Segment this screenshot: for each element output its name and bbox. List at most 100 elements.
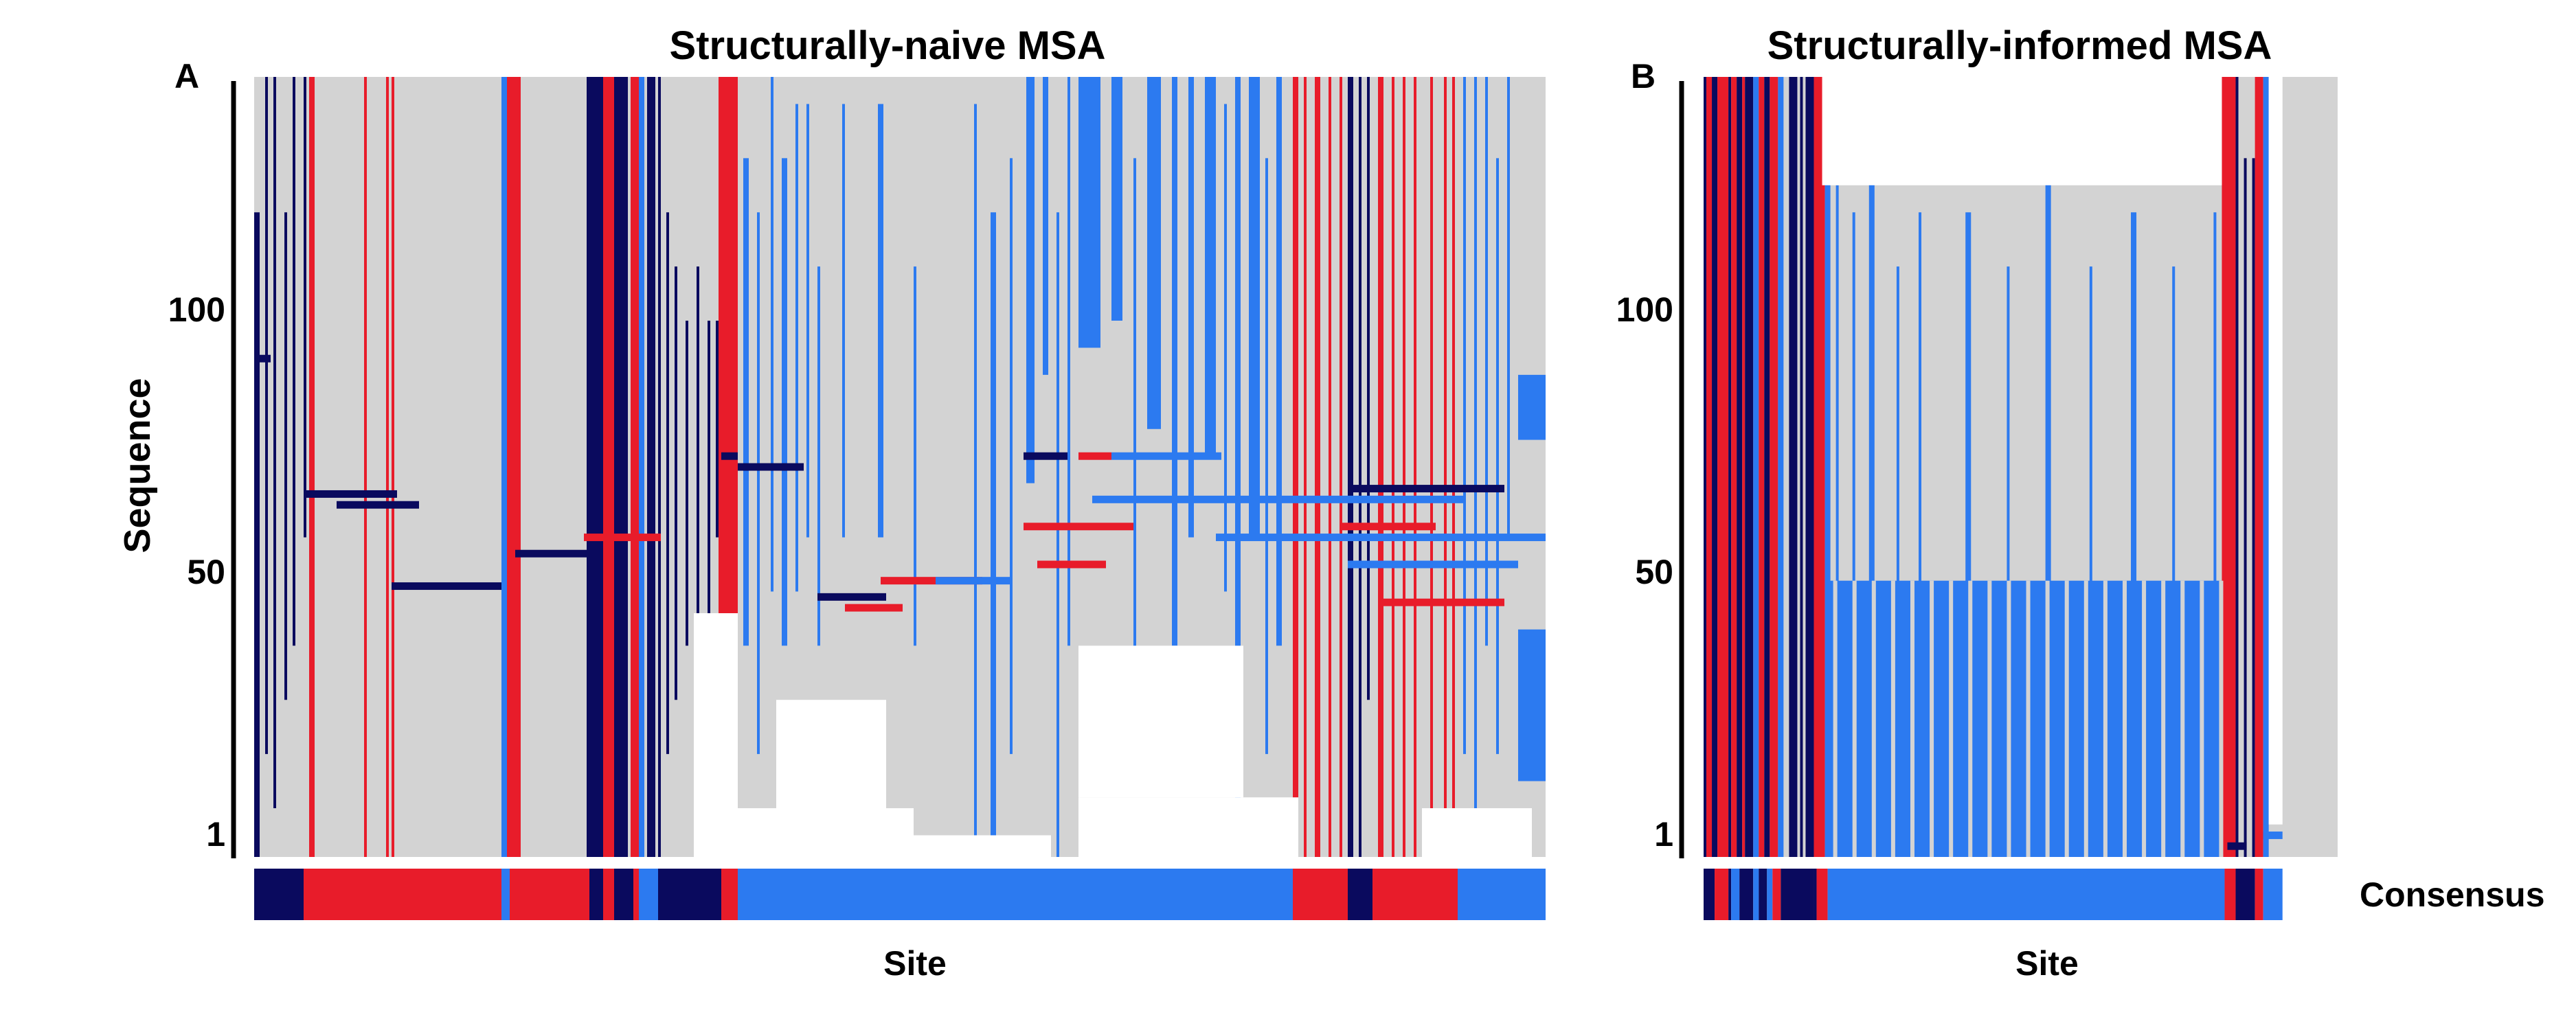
heatmap-column-run xyxy=(1717,77,1729,857)
consensus-segment xyxy=(1348,869,1372,920)
heatmap-column-run xyxy=(2252,158,2255,857)
heatmap-column-run xyxy=(782,158,787,646)
heatmap-column-run xyxy=(2222,77,2236,857)
heatmap-block-stripe xyxy=(1890,580,1895,857)
heatmap-column-run xyxy=(1111,77,1122,321)
consensus-segment xyxy=(639,869,658,920)
heatmap-column-run xyxy=(1133,158,1136,700)
consensus-segment xyxy=(510,869,589,920)
heatmap-column-run xyxy=(501,77,507,857)
heatmap-column-run xyxy=(1367,77,1370,700)
heatmap-column-run xyxy=(697,266,699,646)
heatmap-column-run xyxy=(1764,77,1770,857)
heatmap-column-run xyxy=(1172,77,1177,646)
heatmap-column-run xyxy=(1430,77,1433,857)
heatmap-column-run xyxy=(293,77,295,646)
panel-b: B Structurally-informed MSA 1 50 100 Sit… xyxy=(1616,23,2338,983)
heatmap-column-run xyxy=(1737,77,1743,857)
heatmap-column-run xyxy=(1205,77,1216,457)
heatmap-column-run xyxy=(1463,77,1466,755)
heatmap-column-run xyxy=(2045,158,2051,857)
heatmap-gap-block xyxy=(1822,77,2222,185)
heatmap-block-stripe xyxy=(1852,580,1857,857)
heatmap-column-run xyxy=(284,212,287,700)
heatmap-column-run xyxy=(1329,77,1331,857)
heatmap-column-run xyxy=(1770,77,1778,857)
heatmap-column-run xyxy=(2263,77,2269,857)
heatmap-block-stripe xyxy=(1930,580,1934,857)
heatmap-column-run xyxy=(631,77,639,857)
heatmap-row-run xyxy=(738,463,804,471)
consensus-segment xyxy=(1772,869,1781,920)
heatmap-row-run xyxy=(254,354,271,363)
heatmap-gap-block xyxy=(738,808,914,857)
heatmap-block-stripe xyxy=(1833,580,1838,857)
panel-b-label: B xyxy=(1631,57,1656,95)
consensus-segment xyxy=(1458,869,1546,920)
heatmap-row-run xyxy=(1353,485,1504,493)
heatmap-column-run xyxy=(1026,77,1035,483)
heatmap-column-run xyxy=(304,77,306,538)
heatmap-column-run xyxy=(2235,77,2239,857)
heatmap-column-run xyxy=(1057,212,1059,858)
heatmap-column-run xyxy=(1728,77,1732,857)
heatmap-column-run xyxy=(2213,212,2217,858)
heatmap-column-run xyxy=(1348,77,1353,857)
heatmap-column-run xyxy=(254,212,260,858)
heatmap-row-run xyxy=(337,501,419,509)
heatmap-block-stripe xyxy=(2103,580,2108,857)
heatmap-block-stripe xyxy=(2026,580,2031,857)
heatmap-column-run xyxy=(392,77,394,857)
heatmap-row-run xyxy=(1111,452,1221,460)
heatmap-column-run xyxy=(1706,77,1713,857)
heatmap-column-run xyxy=(614,77,625,857)
heatmap-column-run xyxy=(1518,629,1546,781)
heatmap-column-run xyxy=(686,321,688,646)
consensus-segment xyxy=(1753,869,1759,920)
heatmap-row-run xyxy=(881,577,982,585)
heatmap-column-run xyxy=(1965,212,1971,858)
heatmap-row-run xyxy=(936,577,1010,585)
heatmap-column-run xyxy=(658,77,661,857)
heatmap-column-run xyxy=(1778,77,1784,857)
heatmap-column-run xyxy=(507,77,521,857)
heatmap-column-run xyxy=(309,77,315,857)
heatmap-gap-block xyxy=(914,835,1051,857)
consensus-segment xyxy=(721,869,738,920)
heatmap-row-run xyxy=(515,549,598,558)
consensus-segment xyxy=(633,869,639,920)
heatmap-column-run xyxy=(1452,77,1455,857)
consensus-segment xyxy=(1715,869,1729,920)
consensus-segment xyxy=(614,869,633,920)
heatmap-column-run xyxy=(1224,104,1227,592)
heatmap-column-run xyxy=(1485,77,1488,646)
heatmap-column-run xyxy=(2255,77,2263,857)
heatmap-block-stripe xyxy=(2007,580,2011,857)
heatmap-column-run xyxy=(1235,77,1241,857)
consensus-segment xyxy=(2235,869,2255,920)
heatmap-block-stripe xyxy=(2122,580,2127,857)
heatmap-column-run xyxy=(1147,77,1161,429)
consensus-segment xyxy=(1731,869,1740,920)
heatmap-column-run xyxy=(265,77,268,755)
heatmap-block-stripe xyxy=(1871,580,1876,857)
heatmap-gap-block xyxy=(1078,797,1298,857)
heatmap-gap-block xyxy=(1078,645,1243,798)
heatmap-column-run xyxy=(364,77,367,857)
heatmap-column-run xyxy=(2172,266,2176,755)
heatmap-column-run xyxy=(1919,212,1922,858)
heatmap-column-run xyxy=(1378,77,1383,857)
heatmap-column-run xyxy=(1359,77,1362,857)
heatmap-column-run xyxy=(1340,77,1342,857)
consensus-segment xyxy=(304,869,501,920)
heatmap-column-run xyxy=(1745,77,1754,857)
consensus-segment xyxy=(1767,869,1773,920)
consensus-segment xyxy=(1781,869,1814,920)
heatmap-column-run xyxy=(806,104,809,538)
heatmap-column-run xyxy=(625,77,628,857)
consensus-segment xyxy=(1739,869,1754,920)
heatmap-column-run xyxy=(771,77,773,592)
y-tick-label: 50 xyxy=(187,553,225,591)
heatmap-column-run xyxy=(647,77,655,857)
